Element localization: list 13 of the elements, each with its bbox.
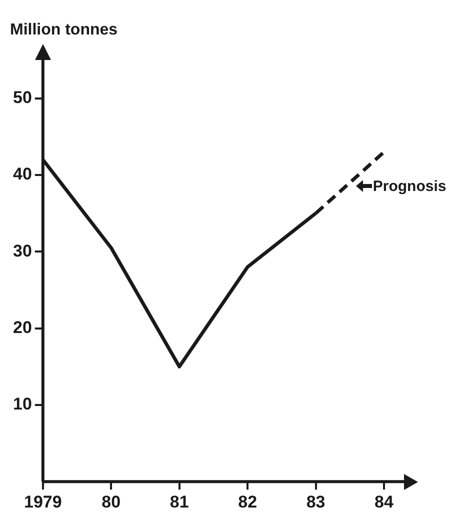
x-tick-label: 80: [102, 492, 121, 512]
annotation: Prognosis: [372, 178, 446, 195]
x-tick-label: 83: [306, 492, 326, 512]
y-tick-label: 40: [12, 164, 32, 184]
y-tick-label: 50: [12, 88, 32, 108]
x-tick-label: 84: [374, 492, 394, 512]
x-tick-label: 1979: [24, 492, 62, 512]
x-tick-label: 82: [238, 492, 258, 512]
y-tick-label: 20: [12, 318, 32, 337]
y-axis-title: Million tonnes: [10, 21, 118, 38]
x-tick-label: 81: [170, 492, 189, 512]
y-tick-label: 10: [12, 394, 32, 414]
y-tick-label: 30: [12, 241, 32, 260]
